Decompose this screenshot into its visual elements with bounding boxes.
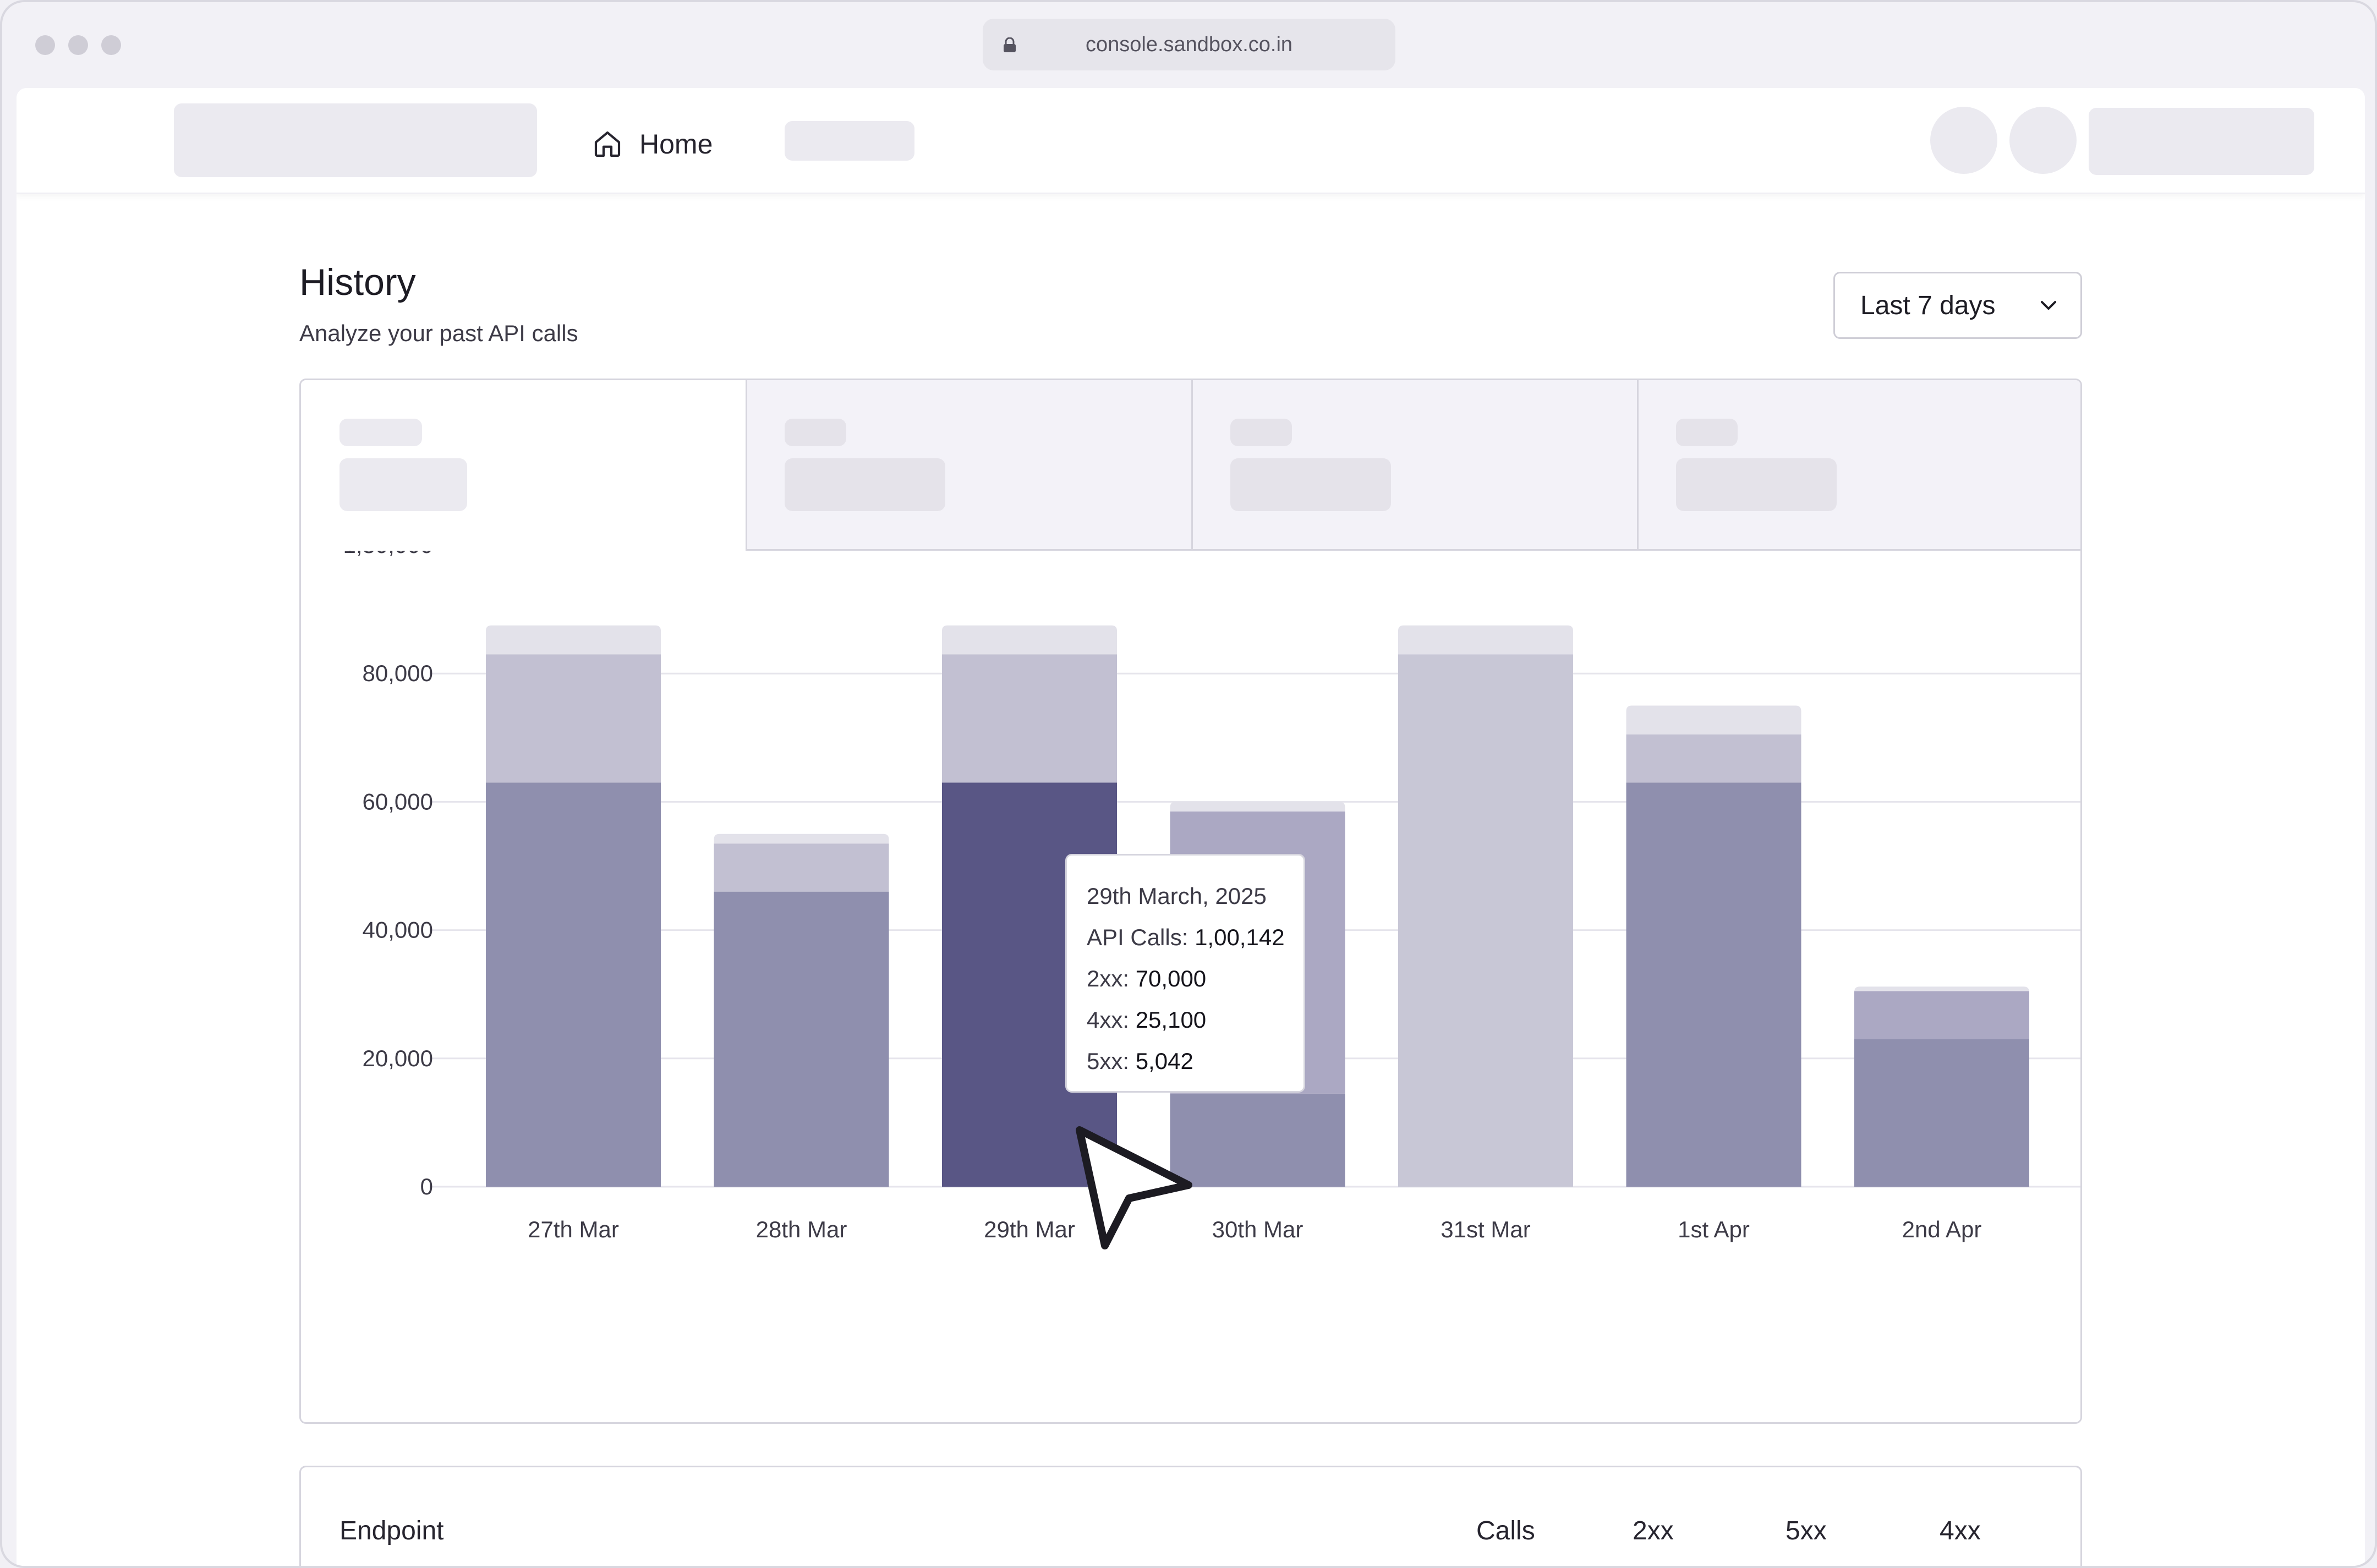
x-tick-label: 29th Mar <box>984 1216 1075 1242</box>
metric-tab-4[interactable] <box>1637 380 2080 551</box>
bar-segment-2xx <box>1626 782 1801 1187</box>
lock-icon <box>1004 37 1016 52</box>
metric-label-placeholder <box>1230 419 1292 446</box>
history-bar-chart: 0 20,000 40,000 60,000 80,000 1,30,000 27th Ma… <box>343 551 2080 1242</box>
history-card: 0 20,000 40,000 60,000 80,000 1,30,000 27th Ma… <box>299 379 2082 1424</box>
x-tick-label: 31st Mar <box>1441 1216 1530 1242</box>
col-header-calls[interactable]: Calls <box>1476 1516 1535 1545</box>
y-tick-label: 20,000 <box>363 1045 433 1071</box>
bar-segment-5xx <box>1398 625 1573 655</box>
home-label: Home <box>639 129 713 160</box>
page: Home History Analyze your past API calls… <box>17 88 2365 1566</box>
tooltip-5xx: 5xx: 5,042 <box>1087 1048 1193 1074</box>
x-tick-label: 30th Mar <box>1212 1216 1303 1242</box>
metric-tab-3[interactable] <box>1191 380 1638 551</box>
bar-segment-2xx <box>714 891 889 1187</box>
y-tick-label: 80,000 <box>363 660 433 686</box>
chart-tooltip: 29th March, 2025 API Calls: 1,00,142 2xx… <box>1065 854 1305 1093</box>
bar-segment-5xx <box>942 625 1117 655</box>
bar-segment-2xx <box>1170 1093 1345 1187</box>
metric-value-placeholder <box>1676 458 1837 511</box>
tooltip-2xx: 2xx: 70,000 <box>1087 966 1207 991</box>
address-bar[interactable]: console.sandbox.co.in <box>983 19 1395 70</box>
tooltip-4xx: 4xx: 25,100 <box>1087 1007 1207 1033</box>
x-tick-label: 2nd Apr <box>1902 1216 1982 1242</box>
bar-segment-4xx <box>486 654 661 783</box>
page-subtitle: Analyze your past API calls <box>299 320 578 346</box>
logo-placeholder <box>174 103 537 177</box>
date-range-value: Last 7 days <box>1860 290 1996 320</box>
url-text: console.sandbox.co.in <box>1085 32 1293 56</box>
avatar-placeholder[interactable] <box>2009 107 2077 174</box>
x-tick-label: 1st Apr <box>1678 1216 1750 1242</box>
col-header-5xx[interactable]: 5xx <box>1786 1516 1827 1545</box>
bar-segment-4xx <box>714 843 889 892</box>
date-range-select[interactable]: Last 7 days <box>1833 272 2082 339</box>
col-header-endpoint[interactable]: Endpoint <box>339 1516 444 1545</box>
col-header-4xx[interactable]: 4xx <box>1940 1516 1981 1545</box>
bar-segment-5xx <box>1626 705 1801 734</box>
metric-tab-1[interactable] <box>301 380 747 551</box>
icon-button-placeholder[interactable] <box>1930 107 1997 174</box>
window-zoom-dot[interactable] <box>101 35 121 55</box>
bar-segment-4xx <box>942 654 1117 783</box>
col-header-2xx[interactable]: 2xx <box>1633 1516 1674 1545</box>
page-title: History <box>299 261 416 303</box>
tooltip-api-calls: API Calls: 1,00,142 <box>1087 924 1285 950</box>
bar-segment-2xx <box>486 782 661 1187</box>
metric-value-placeholder <box>1230 458 1391 511</box>
bar-segment-5xx <box>486 625 661 655</box>
tooltip-date: 29th March, 2025 <box>1087 883 1267 909</box>
x-tick-label: 27th Mar <box>528 1216 619 1242</box>
bar-segment-2xx <box>1854 1039 2029 1187</box>
endpoint-table: Endpoint Calls 2xx 5xx 4xx <box>299 1466 2082 1566</box>
bar-segment-4xx <box>1854 991 2029 1039</box>
account-button-placeholder[interactable] <box>2089 108 2314 175</box>
metric-label-placeholder <box>785 419 846 446</box>
chevron-down-icon <box>2041 301 2056 310</box>
window-close-dot[interactable] <box>35 35 55 55</box>
y-tick-label: 0 <box>420 1174 433 1199</box>
metric-value-placeholder <box>785 458 945 511</box>
nav-home-link[interactable]: Home <box>592 122 713 166</box>
x-tick-label: 28th Mar <box>756 1216 847 1242</box>
nav-item-placeholder[interactable] <box>785 121 914 161</box>
metric-label-placeholder <box>1676 419 1738 446</box>
bar-segment-4xx <box>1626 734 1801 783</box>
window-minimize-dot[interactable] <box>68 35 88 55</box>
bar-segment-5xx <box>1170 802 1345 812</box>
mouse-pointer-icon <box>1076 1126 1192 1249</box>
bar-segment-5xx <box>1854 986 2029 993</box>
y-tick-label: 40,000 <box>363 917 433 943</box>
top-navigation: Home <box>17 88 2365 194</box>
metric-value-placeholder <box>339 458 467 511</box>
bar-segment-5xx <box>714 834 889 844</box>
main-content: History Analyze your past API calls Last… <box>17 194 2365 1566</box>
y-tick-label: 1,30,000 <box>343 551 434 558</box>
y-tick-label: 60,000 <box>363 788 433 814</box>
home-icon <box>594 131 621 157</box>
bar-segment-4xx <box>1398 654 1573 1187</box>
metric-label-placeholder <box>339 419 422 446</box>
metric-tab-2[interactable] <box>746 380 1192 551</box>
